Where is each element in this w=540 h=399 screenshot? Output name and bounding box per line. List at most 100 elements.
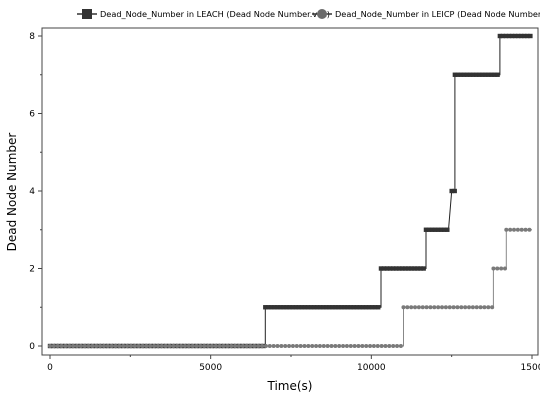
data-point [455,72,461,77]
data-point [416,305,421,310]
data-point [275,305,280,310]
data-point [67,344,72,348]
data-point [109,344,114,348]
data-point [281,305,286,310]
data-point [435,227,441,232]
data-point [305,305,311,310]
data-point [525,33,530,39]
data-point [459,305,464,310]
data-point [398,344,403,348]
data-point [477,72,482,77]
data-point [341,344,346,348]
data-point [405,305,410,310]
legend-label: Dead_Node_Number in LEICP (Dead Node Num… [335,9,540,19]
data-point [500,33,506,39]
data-point [190,344,195,348]
data-point [155,344,160,348]
data-point [351,305,357,310]
data-point [368,344,373,348]
data-point [499,266,504,271]
data-point [294,344,299,348]
data-point [509,33,515,39]
data-point [406,266,411,271]
data-point [364,344,369,348]
data-point [225,344,230,348]
data-point [302,305,308,310]
data-point [310,344,315,348]
data-point [144,344,149,348]
data-point [470,72,476,77]
data-point [299,305,305,310]
data-point [293,305,299,310]
data-point [508,227,513,232]
data-point [379,344,384,348]
data-point [198,344,203,348]
data-point [403,266,408,271]
data-point [409,266,414,271]
y-tick-label: 8 [29,32,35,42]
data-point [495,266,500,271]
data-point [512,33,518,39]
data-point [409,305,414,310]
data-point [395,344,400,348]
data-point [105,344,110,348]
data-point [321,305,326,310]
data-point [470,305,475,310]
data-point [51,344,56,348]
data-point [451,305,456,310]
data-point [342,305,347,310]
data-point [426,227,432,232]
data-point [420,305,425,310]
data-point [287,305,292,310]
data-point [71,344,76,348]
data-point [467,305,472,310]
data-point [482,305,487,310]
data-point [461,72,467,77]
x-tick-label: 0 [47,363,53,373]
data-point [432,227,438,232]
data-point [423,227,429,232]
data-point [483,72,488,77]
data-point [440,305,445,310]
data-point [413,305,418,310]
data-point [206,344,211,348]
data-point [290,344,295,348]
data-point [48,344,52,348]
data-point [221,344,226,348]
data-point [527,227,532,232]
data-point [311,305,317,310]
axes: 0 2 4 6 8 0 5000 10000 1500 [29,27,540,373]
data-point [384,266,390,271]
data-point [372,305,378,310]
data-point [283,344,288,348]
data-point [391,344,396,348]
data-point [360,344,365,348]
data-point [78,344,83,348]
data-point [463,305,468,310]
data-point [236,344,241,348]
data-point [148,344,153,348]
series-markers-2 [48,227,532,348]
data-point [366,305,372,310]
data-point [213,344,218,348]
data-point [512,227,517,232]
data-point [515,33,521,39]
data-point [474,72,479,77]
data-point [418,266,423,271]
data-point [436,305,441,310]
data-point [424,305,429,310]
data-point [506,33,512,39]
data-point [528,33,533,39]
data-point [136,344,141,348]
data-point [443,305,448,310]
y-tick-label: 0 [29,342,35,352]
data-point [324,305,329,310]
data-point [248,344,253,348]
x-tick-label: 1500 [521,363,540,373]
data-point [175,344,180,348]
data-point [522,33,527,39]
data-point [327,305,332,310]
data-point [260,344,265,348]
data-point [357,305,363,310]
data-point [269,305,274,310]
